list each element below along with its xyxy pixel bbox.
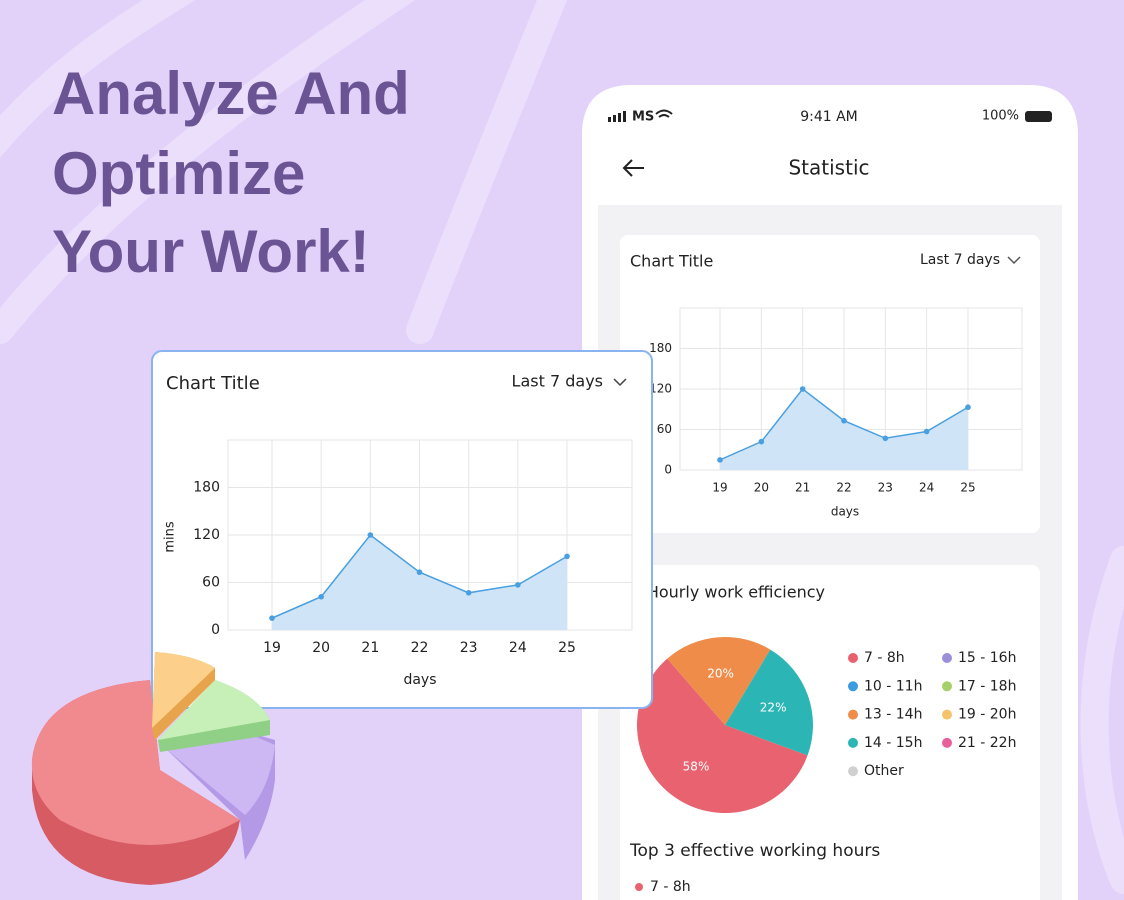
section-title: Top 3 effective working hours (629, 841, 880, 861)
screen-title: Statistic (788, 156, 869, 180)
x-tick-label: 21 (361, 640, 379, 656)
y-tick-label: 120 (193, 527, 220, 543)
headline: Your Work! (52, 218, 370, 285)
headline: Optimize (52, 140, 305, 207)
x-axis-label: days (403, 672, 436, 688)
range-select[interactable]: Last 7 days (512, 372, 603, 391)
phone-line-chart: 0 60 120 180 19 20 21 22 23 24 25 days (649, 307, 1023, 519)
wifi-icon (655, 109, 673, 118)
y-tick-label: 120 (649, 382, 672, 396)
y-tick-label: 0 (664, 463, 672, 477)
range-select[interactable]: Last 7 days (920, 252, 1000, 268)
point (515, 582, 521, 588)
pie-slice (667, 637, 771, 725)
legend-label: 21 - 22h (958, 735, 1016, 751)
chart-card (151, 350, 653, 709)
slice-label: 22% (760, 701, 787, 715)
x-tick-label: 20 (312, 640, 330, 656)
point (416, 569, 423, 576)
point (269, 615, 275, 621)
y-tick-label: 180 (649, 341, 672, 355)
card-title: Chart Title (630, 252, 713, 271)
x-tick-label: 21 (795, 481, 810, 495)
legend-dot (848, 737, 858, 748)
point (799, 386, 806, 392)
x-tick-label: 24 (919, 481, 934, 495)
x-tick-label: 25 (558, 640, 576, 656)
x-tick-label: 25 (960, 481, 975, 495)
x-tick-label: 23 (460, 640, 478, 656)
legend-label: 7 - 8h (864, 650, 905, 666)
legend-label: 15 - 16h (958, 650, 1016, 666)
pie-slice (725, 649, 813, 756)
x-tick-label: 19 (263, 640, 281, 656)
y-tick-label: 60 (657, 422, 672, 436)
legend-label: 17 - 18h (958, 678, 1016, 694)
point (564, 553, 570, 560)
headline: Analyze And (52, 60, 410, 127)
chart-card (620, 235, 1040, 533)
legend-label: Other (864, 763, 904, 779)
point (367, 532, 374, 538)
legend-label: 19 - 20h (958, 707, 1016, 723)
legend-dot (848, 709, 858, 720)
top-hour: 7 - 8h (650, 879, 691, 895)
y-axis-label: mins (163, 521, 178, 553)
pie-slice (637, 658, 808, 813)
back-button[interactable] (622, 159, 644, 177)
area (720, 389, 968, 470)
point (717, 457, 723, 463)
point (318, 593, 324, 600)
y-tick-label: 60 (202, 575, 220, 591)
legend-label: 14 - 15h (864, 735, 922, 751)
legend-dot (942, 653, 952, 663)
chevron[interactable] (613, 378, 627, 387)
legend-dot (942, 681, 952, 692)
x-tick-label: 22 (411, 640, 429, 656)
point (923, 428, 930, 435)
chevron[interactable] (1007, 256, 1021, 265)
point (465, 589, 472, 596)
y-tick-label: 0 (211, 622, 220, 638)
legend-dot (942, 709, 952, 720)
area (272, 535, 568, 630)
x-tick-label: 19 (712, 481, 727, 495)
legend-label: 13 - 14h (864, 707, 922, 723)
x-tick-label: 22 (836, 481, 851, 495)
card-title: Chart Title (166, 373, 260, 394)
battery-icon (1025, 111, 1052, 122)
pie-chart: 58% 20% 22% 7 - 8h 10 - 11h 13 - 14h 14 - 15h O… (637, 637, 1016, 813)
x-tick-label: 23 (878, 481, 893, 495)
point (758, 438, 765, 445)
slice-label: 58% (683, 760, 710, 774)
clock: 9:41 AM (800, 109, 858, 125)
legend-dot (848, 766, 858, 777)
legend-dot (635, 883, 643, 891)
x-axis-label: days (831, 505, 859, 519)
legend-dot (848, 653, 858, 663)
legend-dot (848, 681, 858, 692)
front-line-chart: 0 60 120 180 19 20 21 22 23 24 25 days mins (163, 439, 633, 688)
point (965, 404, 971, 411)
pie-3d-decor (31, 652, 275, 885)
slice-label: 20% (707, 667, 734, 681)
x-tick-label: 24 (509, 640, 527, 656)
card-title: Hourly work efficiency (647, 583, 825, 602)
point (841, 417, 847, 424)
carrier: MS (632, 110, 654, 125)
x-tick-label: 20 (754, 481, 769, 495)
legend-label: 10 - 11h (864, 678, 922, 694)
point (882, 435, 889, 442)
battery-level: 100% (982, 109, 1019, 124)
y-tick-label: 180 (193, 480, 220, 496)
legend-dot (942, 737, 952, 748)
signal-icon (608, 111, 626, 122)
